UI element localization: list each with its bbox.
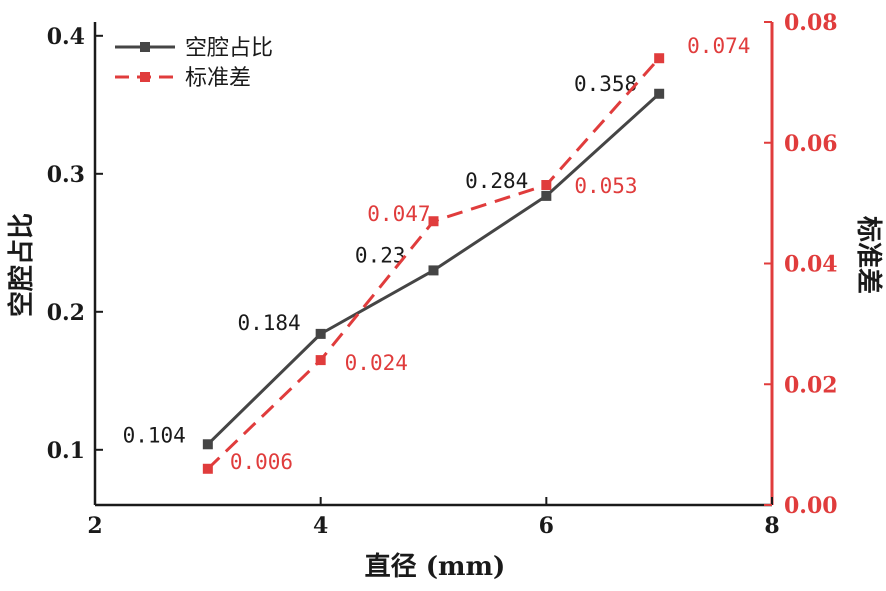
right-tick-label: 0.04 bbox=[784, 252, 838, 278]
legend: 空腔占比 标准差 bbox=[115, 36, 273, 91]
series-1-data-label: 0.184 bbox=[237, 311, 300, 335]
series-1-data-label: 0.104 bbox=[123, 423, 186, 447]
right-tick-label: 0.02 bbox=[784, 372, 838, 398]
series-2-point bbox=[654, 53, 665, 64]
legend-label-series-1: 空腔占比 bbox=[185, 36, 273, 61]
series-2-point bbox=[315, 355, 326, 366]
left-tick-label: 0.1 bbox=[47, 438, 85, 464]
x-axis-title: 直径 (mm) bbox=[365, 552, 506, 582]
x-tick-label: 2 bbox=[87, 513, 102, 539]
series-2-data-label: 0.047 bbox=[367, 202, 430, 226]
right-tick-label: 0.08 bbox=[784, 10, 838, 36]
series-1-point bbox=[202, 439, 213, 450]
legend-swatch-series-1-marker bbox=[140, 42, 150, 52]
right-tick-label: 0.00 bbox=[784, 493, 838, 519]
plot-area: 2 4 6 8 0.1 0.2 0.3 0.4 0.00 0.02 0.04 0.06 0.08 0.10… bbox=[47, 10, 838, 539]
series-1-data-label: 0.358 bbox=[574, 72, 637, 96]
right-axis-title: 标准差 bbox=[853, 216, 884, 294]
legend-label-series-2: 标准差 bbox=[185, 66, 251, 91]
series-2-data-label: 0.074 bbox=[687, 34, 750, 58]
legend-swatch-series-2-marker bbox=[140, 72, 150, 82]
left-tick-label: 0.4 bbox=[47, 24, 85, 50]
series-2-point bbox=[202, 463, 213, 474]
x-tick-label: 4 bbox=[313, 513, 328, 539]
series-2-point bbox=[541, 180, 552, 191]
series-1-point bbox=[541, 190, 552, 201]
series-2-data-label: 0.006 bbox=[230, 450, 293, 474]
right-tick-label: 0.06 bbox=[784, 131, 838, 157]
series-2-point bbox=[428, 216, 439, 227]
series-1-data-label: 0.23 bbox=[355, 243, 406, 267]
left-tick-label: 0.2 bbox=[47, 300, 85, 326]
left-axis-title: 空腔占比 bbox=[6, 213, 37, 317]
series-1-point bbox=[654, 88, 665, 99]
series-1-point bbox=[428, 265, 439, 276]
series-2-data-label: 0.024 bbox=[345, 351, 408, 375]
x-tick-label: 6 bbox=[539, 513, 554, 539]
series-1-data-label: 0.284 bbox=[465, 169, 528, 193]
left-tick-label: 0.3 bbox=[47, 162, 85, 188]
x-tick-label: 8 bbox=[764, 513, 779, 539]
series-1-point bbox=[315, 328, 326, 339]
series-2-data-label: 0.053 bbox=[574, 174, 637, 198]
